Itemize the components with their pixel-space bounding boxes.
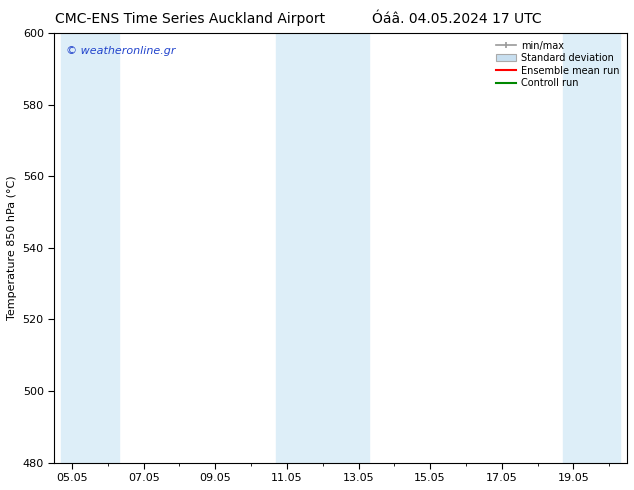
Bar <box>61 33 119 463</box>
Bar <box>562 33 620 463</box>
Text: Óáâ. 04.05.2024 17 UTC: Óáâ. 04.05.2024 17 UTC <box>372 12 541 26</box>
Legend: min/max, Standard deviation, Ensemble mean run, Controll run: min/max, Standard deviation, Ensemble me… <box>493 38 622 91</box>
Bar <box>276 33 369 463</box>
Text: CMC-ENS Time Series Auckland Airport: CMC-ENS Time Series Auckland Airport <box>55 12 325 26</box>
Y-axis label: Temperature 850 hPa (°C): Temperature 850 hPa (°C) <box>7 175 17 320</box>
Text: © weatheronline.gr: © weatheronline.gr <box>66 46 175 56</box>
